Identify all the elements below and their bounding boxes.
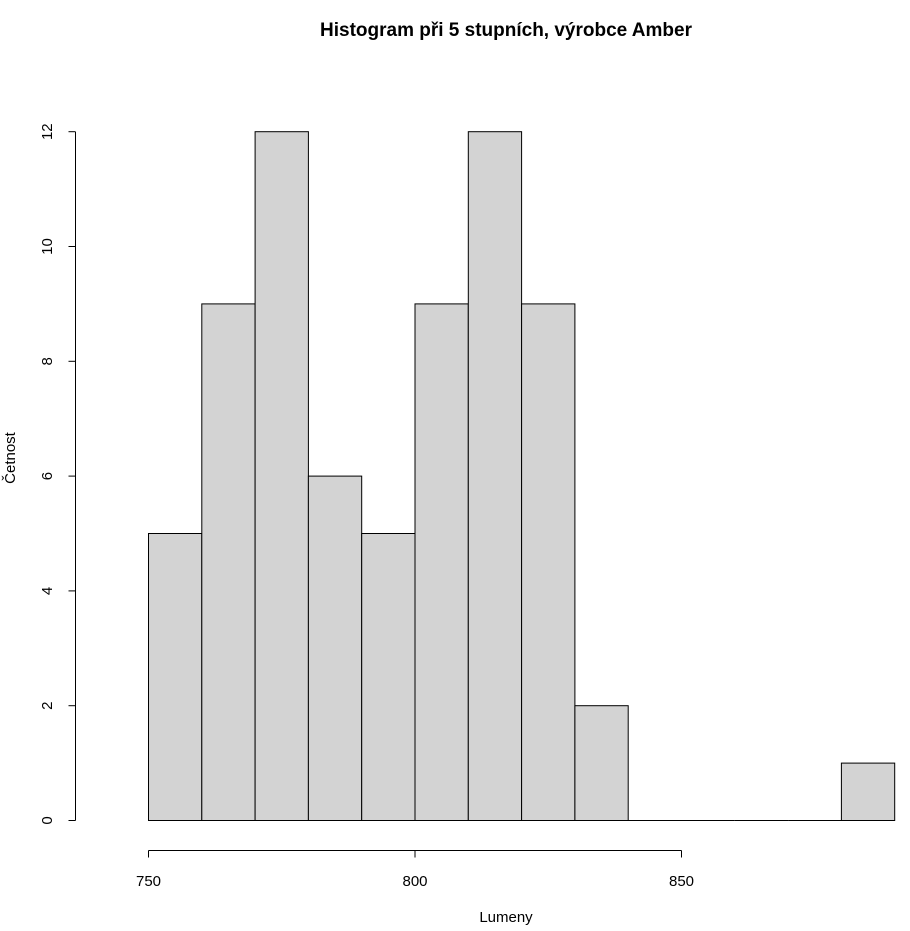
histogram-bar-8 xyxy=(574,705,629,822)
y-tick-label: 4 xyxy=(39,587,56,595)
y-tick-label: 6 xyxy=(39,472,56,480)
y-tick-label: 10 xyxy=(39,238,56,255)
histogram-bar-5 xyxy=(414,303,469,821)
y-axis-label: Četnost xyxy=(2,431,19,484)
y-axis: 0 2 4 6 8 10 12 xyxy=(39,123,76,825)
x-tick-label: 800 xyxy=(402,873,427,890)
histogram-bar-13 xyxy=(840,762,896,821)
y-tick-label: 0 xyxy=(39,816,56,824)
histogram-bar-3 xyxy=(307,475,363,821)
histogram-bar-2 xyxy=(254,131,309,821)
chart-title: Histogram při 5 stupních, výrobce Amber xyxy=(320,20,693,41)
histogram-bar-0 xyxy=(148,533,203,821)
x-tick-label: 850 xyxy=(669,873,694,890)
histogram-bar-1 xyxy=(201,303,256,821)
bars-group xyxy=(148,131,896,822)
histogram-bar-6 xyxy=(467,131,523,821)
x-tick-label: 750 xyxy=(136,873,161,890)
y-tick-label: 8 xyxy=(39,357,56,365)
histogram-bar-7 xyxy=(521,303,576,821)
x-axis: 750 800 850 xyxy=(136,850,694,890)
histogram-bar-4 xyxy=(361,533,416,821)
y-tick-label: 2 xyxy=(39,702,56,710)
y-tick-label: 12 xyxy=(39,123,56,140)
x-axis-label: Lumeny xyxy=(479,909,533,926)
